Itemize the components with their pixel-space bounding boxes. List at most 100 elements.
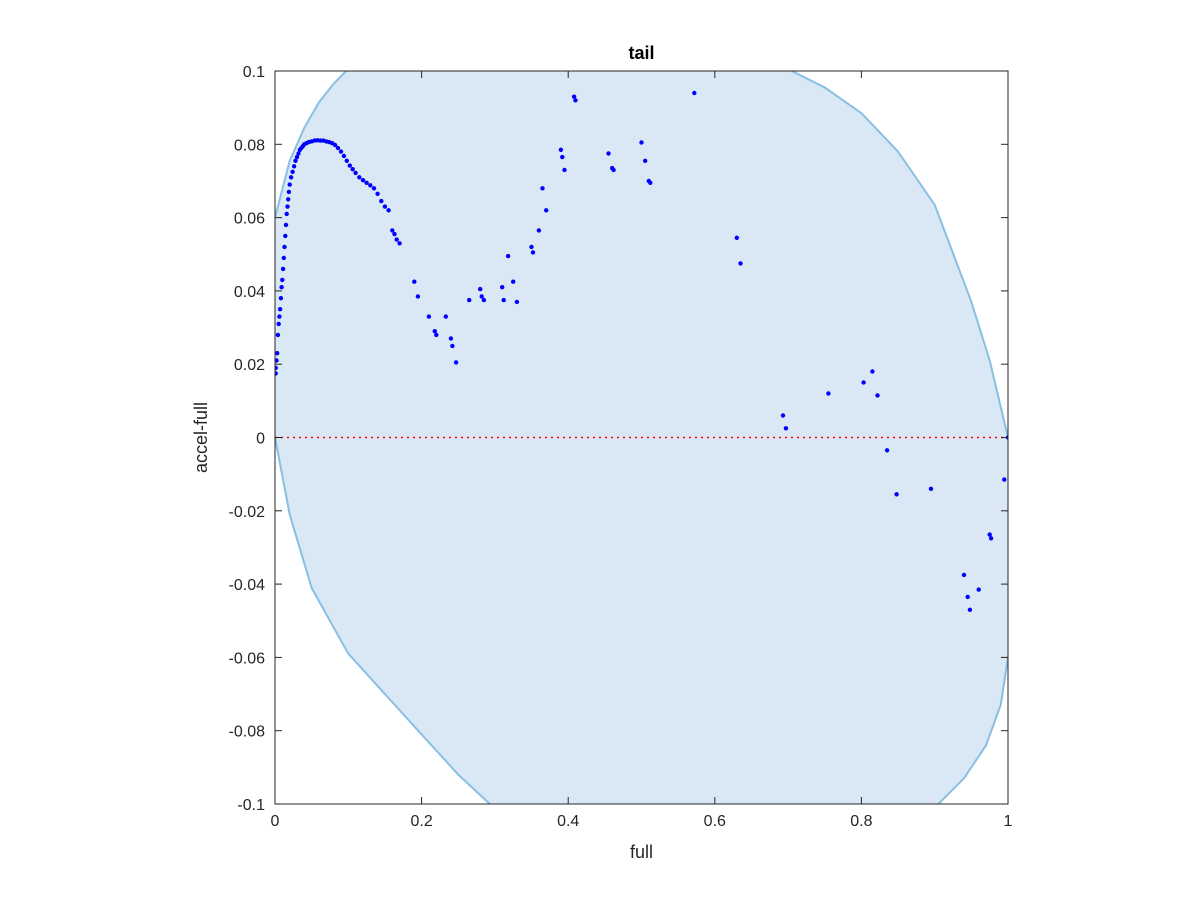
data-point-83 <box>540 186 545 191</box>
y-tick-label: 0.04 <box>234 284 265 301</box>
data-point-22 <box>290 169 295 174</box>
region-edge-1 <box>791 71 1008 438</box>
data-point-61 <box>397 241 402 246</box>
data-point-111 <box>967 607 973 612</box>
x-axis-label: full <box>630 842 653 862</box>
data-point-7 <box>277 307 283 312</box>
data-point-41 <box>332 142 338 148</box>
data-point-73 <box>479 294 484 299</box>
data-point-25 <box>294 154 300 160</box>
data-point-89 <box>573 98 578 103</box>
x-tick-label: 0.6 <box>704 813 726 830</box>
data-point-99 <box>738 261 743 266</box>
data-point-60 <box>394 237 399 242</box>
data-point-97 <box>692 90 697 96</box>
data-point-56 <box>382 204 388 209</box>
data-point-94 <box>643 158 648 163</box>
data-point-19 <box>286 189 292 195</box>
data-point-9 <box>279 285 284 290</box>
data-point-75 <box>500 285 505 290</box>
y-tick-label: -0.06 <box>229 650 266 667</box>
y-tick-label: 0.06 <box>234 211 265 228</box>
y-tick-label: -0.1 <box>237 797 265 814</box>
data-point-65 <box>432 329 437 334</box>
data-point-54 <box>375 191 380 196</box>
data-point-114 <box>988 536 994 541</box>
data-point-90 <box>606 151 611 156</box>
data-point-113 <box>987 532 992 537</box>
data-point-12 <box>281 255 286 261</box>
x-tick-label: 0.8 <box>850 813 872 830</box>
data-point-4 <box>275 332 281 338</box>
data-point-11 <box>280 266 286 272</box>
data-point-17 <box>285 204 290 209</box>
x-tick-label: 0.2 <box>410 813 432 830</box>
data-point-46 <box>347 163 352 168</box>
x-axis-ticks: 0 0.2 0.4 0.6 0.8 1 <box>271 71 1013 830</box>
data-point-58 <box>390 228 395 233</box>
data-point-81 <box>530 250 536 255</box>
data-point-102 <box>826 391 831 396</box>
data-point-72 <box>478 286 483 292</box>
data-point-92 <box>611 167 616 173</box>
data-point-21 <box>288 175 294 180</box>
chart-title: tail <box>628 43 654 63</box>
data-point-86 <box>560 154 565 160</box>
data-point-59 <box>392 231 397 237</box>
data-point-5 <box>276 321 281 327</box>
data-point-55 <box>379 198 384 204</box>
data-point-105 <box>875 393 880 398</box>
data-point-47 <box>350 167 355 172</box>
data-point-110 <box>965 594 970 600</box>
data-point-52 <box>368 183 373 188</box>
x-tick-label: 0 <box>271 813 280 830</box>
y-tick-label: -0.08 <box>229 724 266 741</box>
data-point-42 <box>335 145 341 151</box>
data-point-26 <box>296 151 301 156</box>
data-point-64 <box>426 314 432 319</box>
data-point-106 <box>884 448 890 453</box>
data-point-103 <box>861 380 866 385</box>
data-point-24 <box>293 158 298 163</box>
data-point-100 <box>780 413 786 418</box>
data-point-67 <box>443 314 448 319</box>
data-point-15 <box>283 222 289 228</box>
y-axis-ticks: -0.1 -0.08 -0.06 -0.04 -0.02 0 0.02 0.04 0.06 0.0… <box>229 64 1008 814</box>
data-point-62 <box>412 279 417 284</box>
x-tick-label: 0.4 <box>557 813 579 830</box>
data-point-16 <box>284 211 289 217</box>
data-point-20 <box>287 182 292 187</box>
data-point-18 <box>286 197 291 202</box>
data-points <box>275 90 1008 612</box>
y-axis-label: accel-full <box>191 402 211 473</box>
data-point-82 <box>536 228 542 233</box>
region-edge-3 <box>937 657 1008 804</box>
data-point-3 <box>275 351 280 356</box>
data-point-69 <box>450 343 455 349</box>
data-point-48 <box>353 170 358 176</box>
data-point-85 <box>558 147 564 152</box>
data-point-14 <box>283 233 288 239</box>
data-point-51 <box>364 180 369 185</box>
data-point-1 <box>275 365 278 371</box>
data-point-70 <box>453 360 459 365</box>
data-point-49 <box>357 175 362 180</box>
data-point-8 <box>278 296 284 301</box>
y-tick-label: 0 <box>256 431 265 448</box>
y-tick-label: 0.1 <box>243 64 265 81</box>
data-point-43 <box>338 149 344 154</box>
data-point-57 <box>386 208 391 213</box>
data-point-2 <box>275 358 279 363</box>
x-tick-label: 1 <box>1004 813 1013 830</box>
data-point-109 <box>961 572 967 578</box>
data-point-88 <box>571 94 577 99</box>
data-point-13 <box>282 244 287 250</box>
region-edge-2 <box>275 437 491 804</box>
data-point-101 <box>783 426 789 431</box>
y-tick-label: -0.04 <box>229 577 266 594</box>
data-point-108 <box>928 486 934 491</box>
data-point-77 <box>505 253 511 259</box>
data-point-87 <box>562 167 567 173</box>
data-point-98 <box>734 235 739 240</box>
